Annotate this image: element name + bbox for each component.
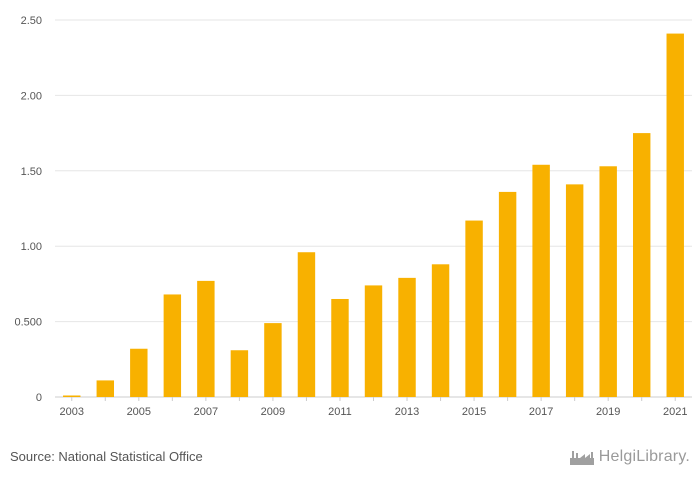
y-tick-label: 0: [36, 392, 42, 404]
bar-2009: [264, 323, 282, 397]
x-tick-label: 2015: [462, 406, 486, 418]
x-tick-label: 2003: [60, 406, 84, 418]
x-tick-label: 2013: [395, 406, 419, 418]
brand-name: HelgiLibrary.: [598, 448, 690, 465]
bar-2021: [666, 33, 684, 398]
x-tick-label: 2017: [529, 406, 553, 418]
bar-series: [63, 33, 684, 398]
bar-2018: [565, 184, 584, 397]
grid-lines: [55, 19, 692, 398]
y-tick-label: 1.50: [21, 166, 42, 178]
bar-2020: [632, 133, 651, 397]
y-tick-label: 2.50: [21, 15, 42, 27]
bar-2005: [130, 348, 148, 397]
y-tick-label: 1.00: [21, 241, 42, 253]
bar-2015: [465, 220, 483, 397]
source-note: Source: National Statistical Office: [10, 449, 203, 464]
bar-2008: [230, 350, 249, 397]
y-axis: 0 0.500 1.00 1.50 2.00 2.50: [14, 15, 42, 404]
bar-2013: [398, 277, 416, 397]
x-tick-label: 2021: [663, 406, 687, 418]
x-axis: 2003 2005 2007 2009 2011 2013 2015 2017 2019 2021: [60, 397, 687, 418]
y-tick-label: 0.500: [14, 317, 42, 329]
x-tick-label: 2007: [194, 406, 218, 418]
bar-2016: [498, 191, 517, 397]
bar-2007: [197, 280, 215, 397]
bar-2019: [599, 166, 617, 397]
bar-2010: [297, 252, 316, 397]
bar-2004: [96, 380, 115, 397]
brand-logo: HelgiLibrary.: [569, 448, 690, 466]
bar-2003: [63, 395, 81, 397]
x-tick-label: 2011: [328, 406, 352, 418]
bar-2006: [163, 294, 182, 397]
bar-2017: [532, 164, 550, 397]
factory-skyline-icon: [569, 451, 594, 465]
bar-2011: [331, 298, 349, 397]
bar-2012: [364, 285, 383, 397]
bar-2014: [431, 264, 450, 397]
y-tick-label: 2.00: [21, 90, 42, 102]
x-tick-label: 2019: [596, 406, 620, 418]
x-tick-label: 2005: [127, 406, 151, 418]
x-tick-label: 2009: [261, 406, 285, 418]
